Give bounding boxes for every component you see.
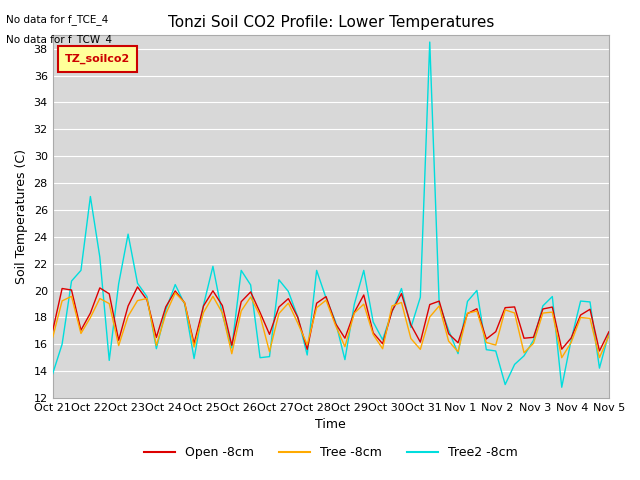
Open -8cm [407,322,415,328]
Tree2 -8cm [143,294,151,300]
Open -8cm [596,348,604,354]
Tree2 -8cm [605,330,612,336]
Tree2 -8cm [209,264,217,269]
Text: No data for f_TCE_4: No data for f_TCE_4 [6,14,109,25]
Tree2 -8cm [228,345,236,351]
Open -8cm [237,299,245,305]
Open -8cm [200,303,207,309]
Open -8cm [605,329,612,335]
Tree -8cm [407,336,415,341]
Tree2 -8cm [558,384,566,390]
Tree -8cm [143,296,151,301]
Tree2 -8cm [190,356,198,361]
Y-axis label: Soil Temperatures (C): Soil Temperatures (C) [15,149,28,284]
Open -8cm [49,328,56,334]
Tree -8cm [218,310,226,316]
Tree -8cm [247,294,255,300]
Text: No data for f_TCW_4: No data for f_TCW_4 [6,34,113,45]
Open -8cm [152,335,160,340]
Text: TZ_soilco2: TZ_soilco2 [65,54,130,64]
Tree2 -8cm [237,267,245,273]
Tree -8cm [172,290,179,296]
Open -8cm [134,284,141,290]
Tree2 -8cm [426,39,433,45]
Tree2 -8cm [397,286,405,291]
Tree -8cm [49,335,56,340]
X-axis label: Time: Time [316,419,346,432]
Line: Tree -8cm: Tree -8cm [52,293,609,358]
Title: Tonzi Soil CO2 Profile: Lower Temperatures: Tonzi Soil CO2 Profile: Lower Temperatur… [168,15,494,30]
Open -8cm [247,289,255,295]
Tree -8cm [237,308,245,314]
Tree -8cm [558,355,566,360]
Tree2 -8cm [49,371,56,377]
Tree -8cm [605,333,612,339]
Line: Open -8cm: Open -8cm [52,287,609,351]
Legend: Open -8cm, Tree -8cm, Tree2 -8cm: Open -8cm, Tree -8cm, Tree2 -8cm [139,441,523,464]
Open -8cm [218,303,226,309]
Line: Tree2 -8cm: Tree2 -8cm [52,42,609,387]
Tree -8cm [200,310,207,315]
